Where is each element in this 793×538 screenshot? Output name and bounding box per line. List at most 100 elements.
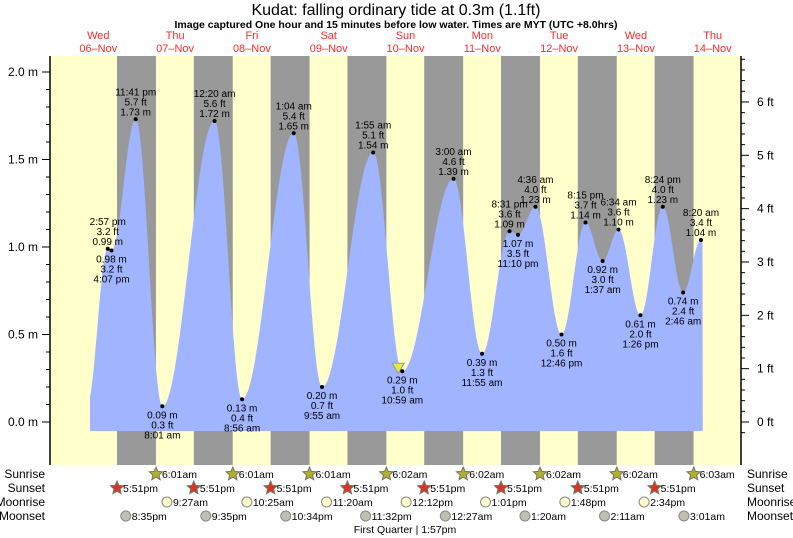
tide-point [320,385,325,389]
sunset-icon [339,479,356,495]
sunrise-time: 6:01am [162,469,197,481]
moonset-icon [439,510,451,522]
sunrise-icon [532,465,548,481]
sunset-time: 5:51pm [430,483,465,495]
moonset-time: 12:27am [451,511,492,523]
tide-point [212,119,217,123]
sunrise-icon [224,465,241,481]
tide-ft-label: 3.5 ft [507,249,529,260]
sunrise-row-label-right: Sunrise [747,467,788,481]
tide-m-label: 1.10 m [603,218,634,229]
left-tick-label: 1.0 m [8,240,38,254]
moonset-time: 8:35pm [132,511,167,523]
moonrise-time: 12:12pm [412,497,453,509]
tide-m-label: 1.54 m [358,141,389,152]
tide-point [371,150,376,155]
tide-m-label: 0.09 m [147,410,178,421]
right-tick-label: 0 ft [757,415,774,429]
tide-time-label: 8:15 pm [567,191,603,202]
tide-m-label: 0.20 m [307,391,338,402]
right-tick-label: 5 ft [757,148,774,162]
tide-m-label: 1.14 m [570,211,601,222]
tide-marks: 2:57 pm3.2 ft0.99 m0.98 m3.2 ft4:07 pm11… [90,87,719,441]
sunset-time: 5:51pm [277,483,312,495]
left-tick-label: 1.5 m [8,153,38,167]
sunset-row-label-right: Sunset [747,481,785,495]
sunset-row-label: Sunset [8,481,46,495]
tide-point [600,259,605,263]
tide-ft-label: 2.4 ft [672,307,694,318]
date-label: 11–Nov [464,43,502,55]
tide-point [507,229,512,234]
tide-point [105,246,110,251]
axes: 0.0 m 0.5 m 1.0 m 1.5 m 2.0 m 0 ft 1 ft 2 ft 3 f… [8,56,774,465]
right-tick-label: 4 ft [757,202,774,216]
moonset-row-label: Moonset [0,509,46,523]
sunset-time: 5:51pm [584,483,619,495]
day-of-week-label: Mon [472,30,493,42]
moonrise-icon [321,496,333,508]
date-label: 07–Nov [156,43,194,55]
moonrise-icon [241,496,253,508]
tide-area [89,119,703,432]
sunset-time: 5:51pm [123,483,158,495]
tide-m-label: 1.72 m [199,109,230,120]
tide-m-label: 1.07 m [503,239,534,250]
tide-point [451,176,456,181]
moonset-icon [200,510,212,522]
tide-point [240,397,245,402]
right-tick-label: 3 ft [757,255,774,269]
sunrise-time: 6:03am [700,469,735,481]
moonrise-row-label: Moonrise [0,495,45,509]
tide-time-label: 6:34 am [600,198,636,209]
sunset-time: 5:51pm [507,483,542,495]
sunset-time: 5:51pm [200,483,235,495]
sunrise-row-label: Sunrise [4,467,45,481]
moonset-row-label-right: Moonset [747,509,793,523]
tide-time-label: 2:46 am [665,317,701,328]
sunset-icon [493,479,509,495]
right-tick-label: 1 ft [757,362,774,376]
right-tick-label: 6 ft [757,95,774,109]
sunrise-icon [685,465,702,481]
tide-time-label: 8:24 pm [645,175,681,186]
sunset-icon [185,479,202,495]
moonset-time: 3:01am [690,511,725,523]
tide-point [698,238,703,242]
sunrise-time: 6:02am [469,469,504,481]
moonrise-time: 10:25am [253,497,294,509]
tide-m-label: 1.23 m [520,195,551,206]
moonset-icon [598,510,610,522]
day-of-week-label: Sun [396,30,416,42]
moonset-time: 2:11am [610,511,644,523]
tide-m-label: 1.09 m [494,219,525,230]
day-of-week-label: Thu [166,30,185,42]
tide-point [400,369,405,374]
tide-ft-label: 1.6 ft [550,349,572,360]
tide-ft-label: 3.6 ft [607,208,629,219]
tide-point [660,204,665,209]
tide-time-label: 1:37 am [585,285,621,296]
moonset-time: 10:34pm [292,511,333,523]
moonset-time: 11:32pm [372,511,412,523]
tide-time-label: 2:57 pm [90,217,126,228]
day-of-week-label: Thu [703,30,722,42]
tide-point [160,404,165,409]
moonset-time: 1:20am [531,511,566,523]
tide-ft-label: 3.4 ft [690,218,712,229]
tide-time-label: 8:56 am [224,423,260,434]
tide-time-label: 11:55 am [462,378,503,389]
tide-time-label: 11:10 pm [498,259,539,270]
day-of-week-label: Wed [87,30,109,42]
sunset-icon [109,479,125,495]
date-label: 06–Nov [79,43,117,55]
sunset-time: 5:51pm [353,483,388,495]
sunrise-icon [148,465,164,481]
sunrise-time: 6:02am [392,469,427,481]
tide-point [109,248,114,253]
tide-time-label: 1:26 pm [622,339,658,350]
tide-ft-label: 3.0 ft [592,275,614,286]
sunrise-icon [608,465,625,481]
moonset-icon [280,510,292,522]
sunrise-time: 6:02am [623,469,658,481]
